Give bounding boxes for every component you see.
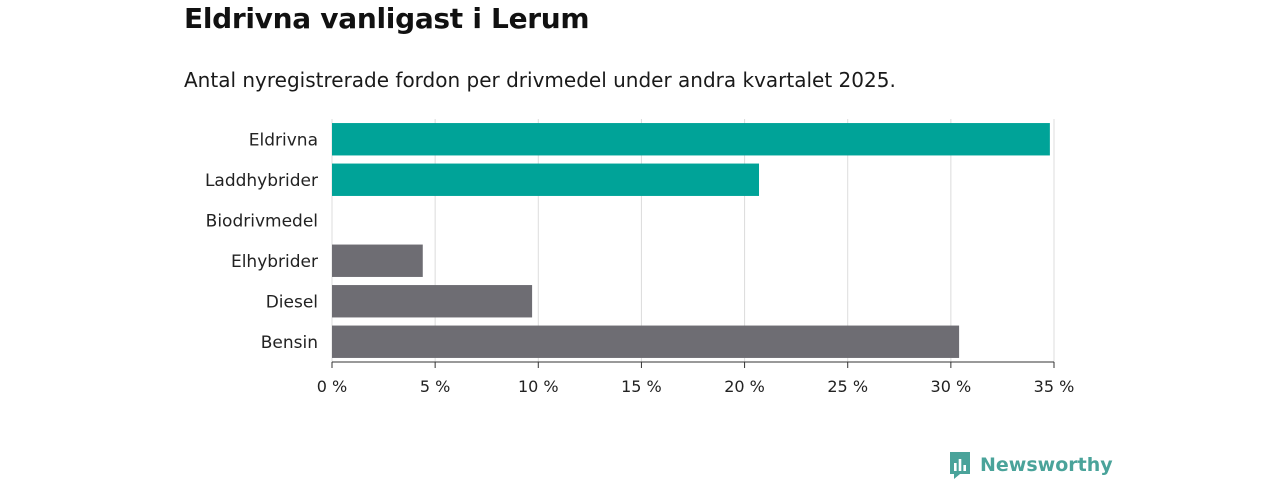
x-tick-label: 10 % [518, 377, 559, 396]
x-tick-label: 15 % [621, 377, 662, 396]
category-label: Eldrivna [249, 130, 318, 150]
x-tick-label: 30 % [931, 377, 972, 396]
x-tick-label: 5 % [420, 377, 450, 396]
x-tick-label: 25 % [827, 377, 868, 396]
newsworthy-logo: Newsworthy [948, 450, 1113, 480]
bar-laddhybrider [332, 163, 760, 196]
bar-chart-logo-icon [950, 452, 970, 479]
bar-diesel [332, 285, 533, 318]
bar-bensin [332, 325, 960, 358]
bar-chart: 0 % 5 % 10 % 15 % 20 % 25 % 30 % 35 % Eldrivna L… [205, 119, 1075, 396]
x-tick-label: 0 % [317, 377, 347, 396]
chart-subtitle: Antal nyregistrerade fordon per drivmede… [184, 68, 896, 92]
category-label: Elhybrider [231, 252, 318, 272]
brand-name: Newsworthy [980, 454, 1113, 476]
category-label: Diesel [266, 292, 318, 312]
chart-title: Eldrivna vanligast i Lerum [184, 2, 590, 35]
category-label: Biodrivmedel [206, 211, 318, 231]
bar-elhybrider [332, 244, 423, 277]
x-tick-label: 35 % [1034, 377, 1075, 396]
bar-eldrivna [332, 123, 1050, 156]
category-label: Bensin [261, 333, 318, 353]
category-label: Laddhybrider [205, 171, 318, 191]
x-tick-label: 20 % [724, 377, 765, 396]
